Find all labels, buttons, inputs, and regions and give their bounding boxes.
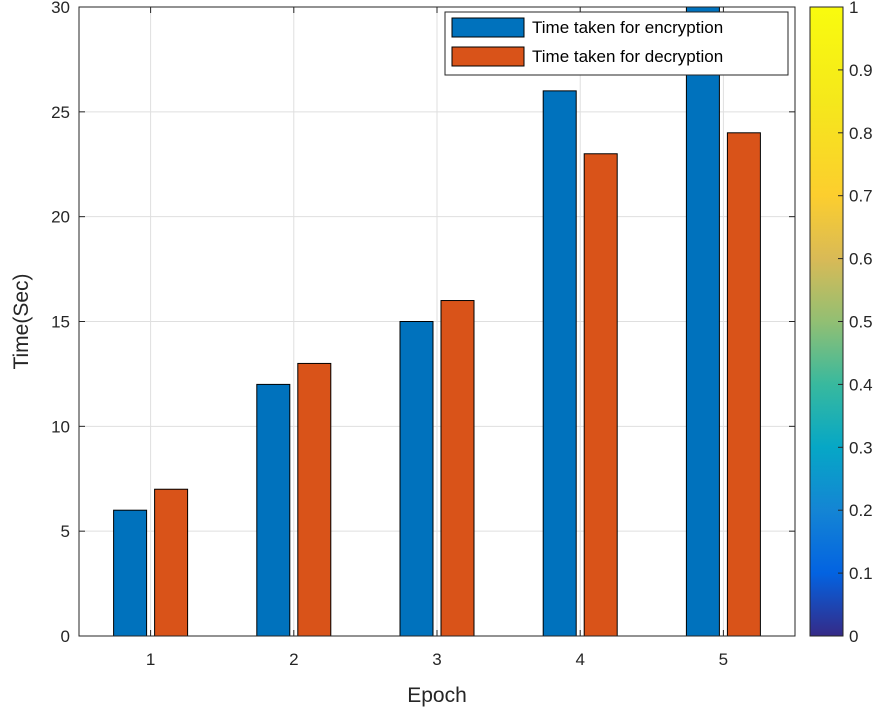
y-tick-label: 20 xyxy=(51,208,70,227)
y-tick-label: 5 xyxy=(61,522,70,541)
colorbar-tick-label: 0.8 xyxy=(849,124,873,143)
bar-series-2-epoch-2 xyxy=(297,362,332,637)
x-tick-label: 3 xyxy=(432,650,441,669)
bar-series-1-epoch-5 xyxy=(685,6,720,637)
colorbar-tick-label: 0.6 xyxy=(849,250,873,269)
colorbar-tick-label: 0.5 xyxy=(849,313,873,332)
bar-series-1-epoch-2 xyxy=(256,383,291,637)
bars xyxy=(113,6,761,637)
legend-label-2: Time taken for decryption xyxy=(532,47,723,66)
colorbar-tick-label: 0.9 xyxy=(849,61,873,80)
x-axis-title: Epoch xyxy=(407,684,467,707)
y-tick-label: 0 xyxy=(61,627,70,646)
x-tick-label: 5 xyxy=(719,650,728,669)
bar-series-1-epoch-3 xyxy=(399,321,434,637)
bar-series-1-epoch-1 xyxy=(113,509,148,637)
legend-label-1: Time taken for encryption xyxy=(532,18,723,37)
bar-series-1-epoch-4 xyxy=(542,90,577,637)
y-tick-label: 15 xyxy=(51,313,70,332)
legend-swatch-2 xyxy=(451,46,525,67)
x-tick-label: 4 xyxy=(575,650,584,669)
colorbar-tick-label: 1 xyxy=(849,0,858,17)
legend-swatch-1 xyxy=(451,17,525,38)
bar-series-2-epoch-3 xyxy=(440,300,475,637)
x-tick-label: 1 xyxy=(146,650,155,669)
y-tick-label: 30 xyxy=(51,0,70,17)
x-tick-label: 2 xyxy=(289,650,298,669)
legend[interactable]: Time taken for encryption Time taken for … xyxy=(444,11,789,76)
axes: 0 5 10 15 20 25 30 1 2 3 4 5 xyxy=(51,0,796,669)
y-axis-title: Time(Sec) xyxy=(10,273,33,369)
colorbar-tick-label: 0.3 xyxy=(849,438,873,457)
colorbar-tick-label: 0.4 xyxy=(849,375,873,394)
colorbar-tick-label: 0.7 xyxy=(849,187,873,206)
colorbar-tick-label: 0.2 xyxy=(849,501,873,520)
bar-series-2-epoch-5 xyxy=(726,132,761,637)
colorbar: 0 0.1 0.2 0.3 0.4 0.5 0.6 0.7 0.8 0.9 1 xyxy=(809,0,873,646)
colorbar-tick-label: 0.1 xyxy=(849,564,873,583)
y-tick-label: 10 xyxy=(51,417,70,436)
bar-series-2-epoch-1 xyxy=(154,488,189,637)
bar-series-2-epoch-4 xyxy=(583,153,618,637)
colorbar-tick-label: 0 xyxy=(849,627,858,646)
y-tick-label: 25 xyxy=(51,103,70,122)
plot-frame xyxy=(78,6,796,637)
colorbar-gradient xyxy=(809,6,844,637)
